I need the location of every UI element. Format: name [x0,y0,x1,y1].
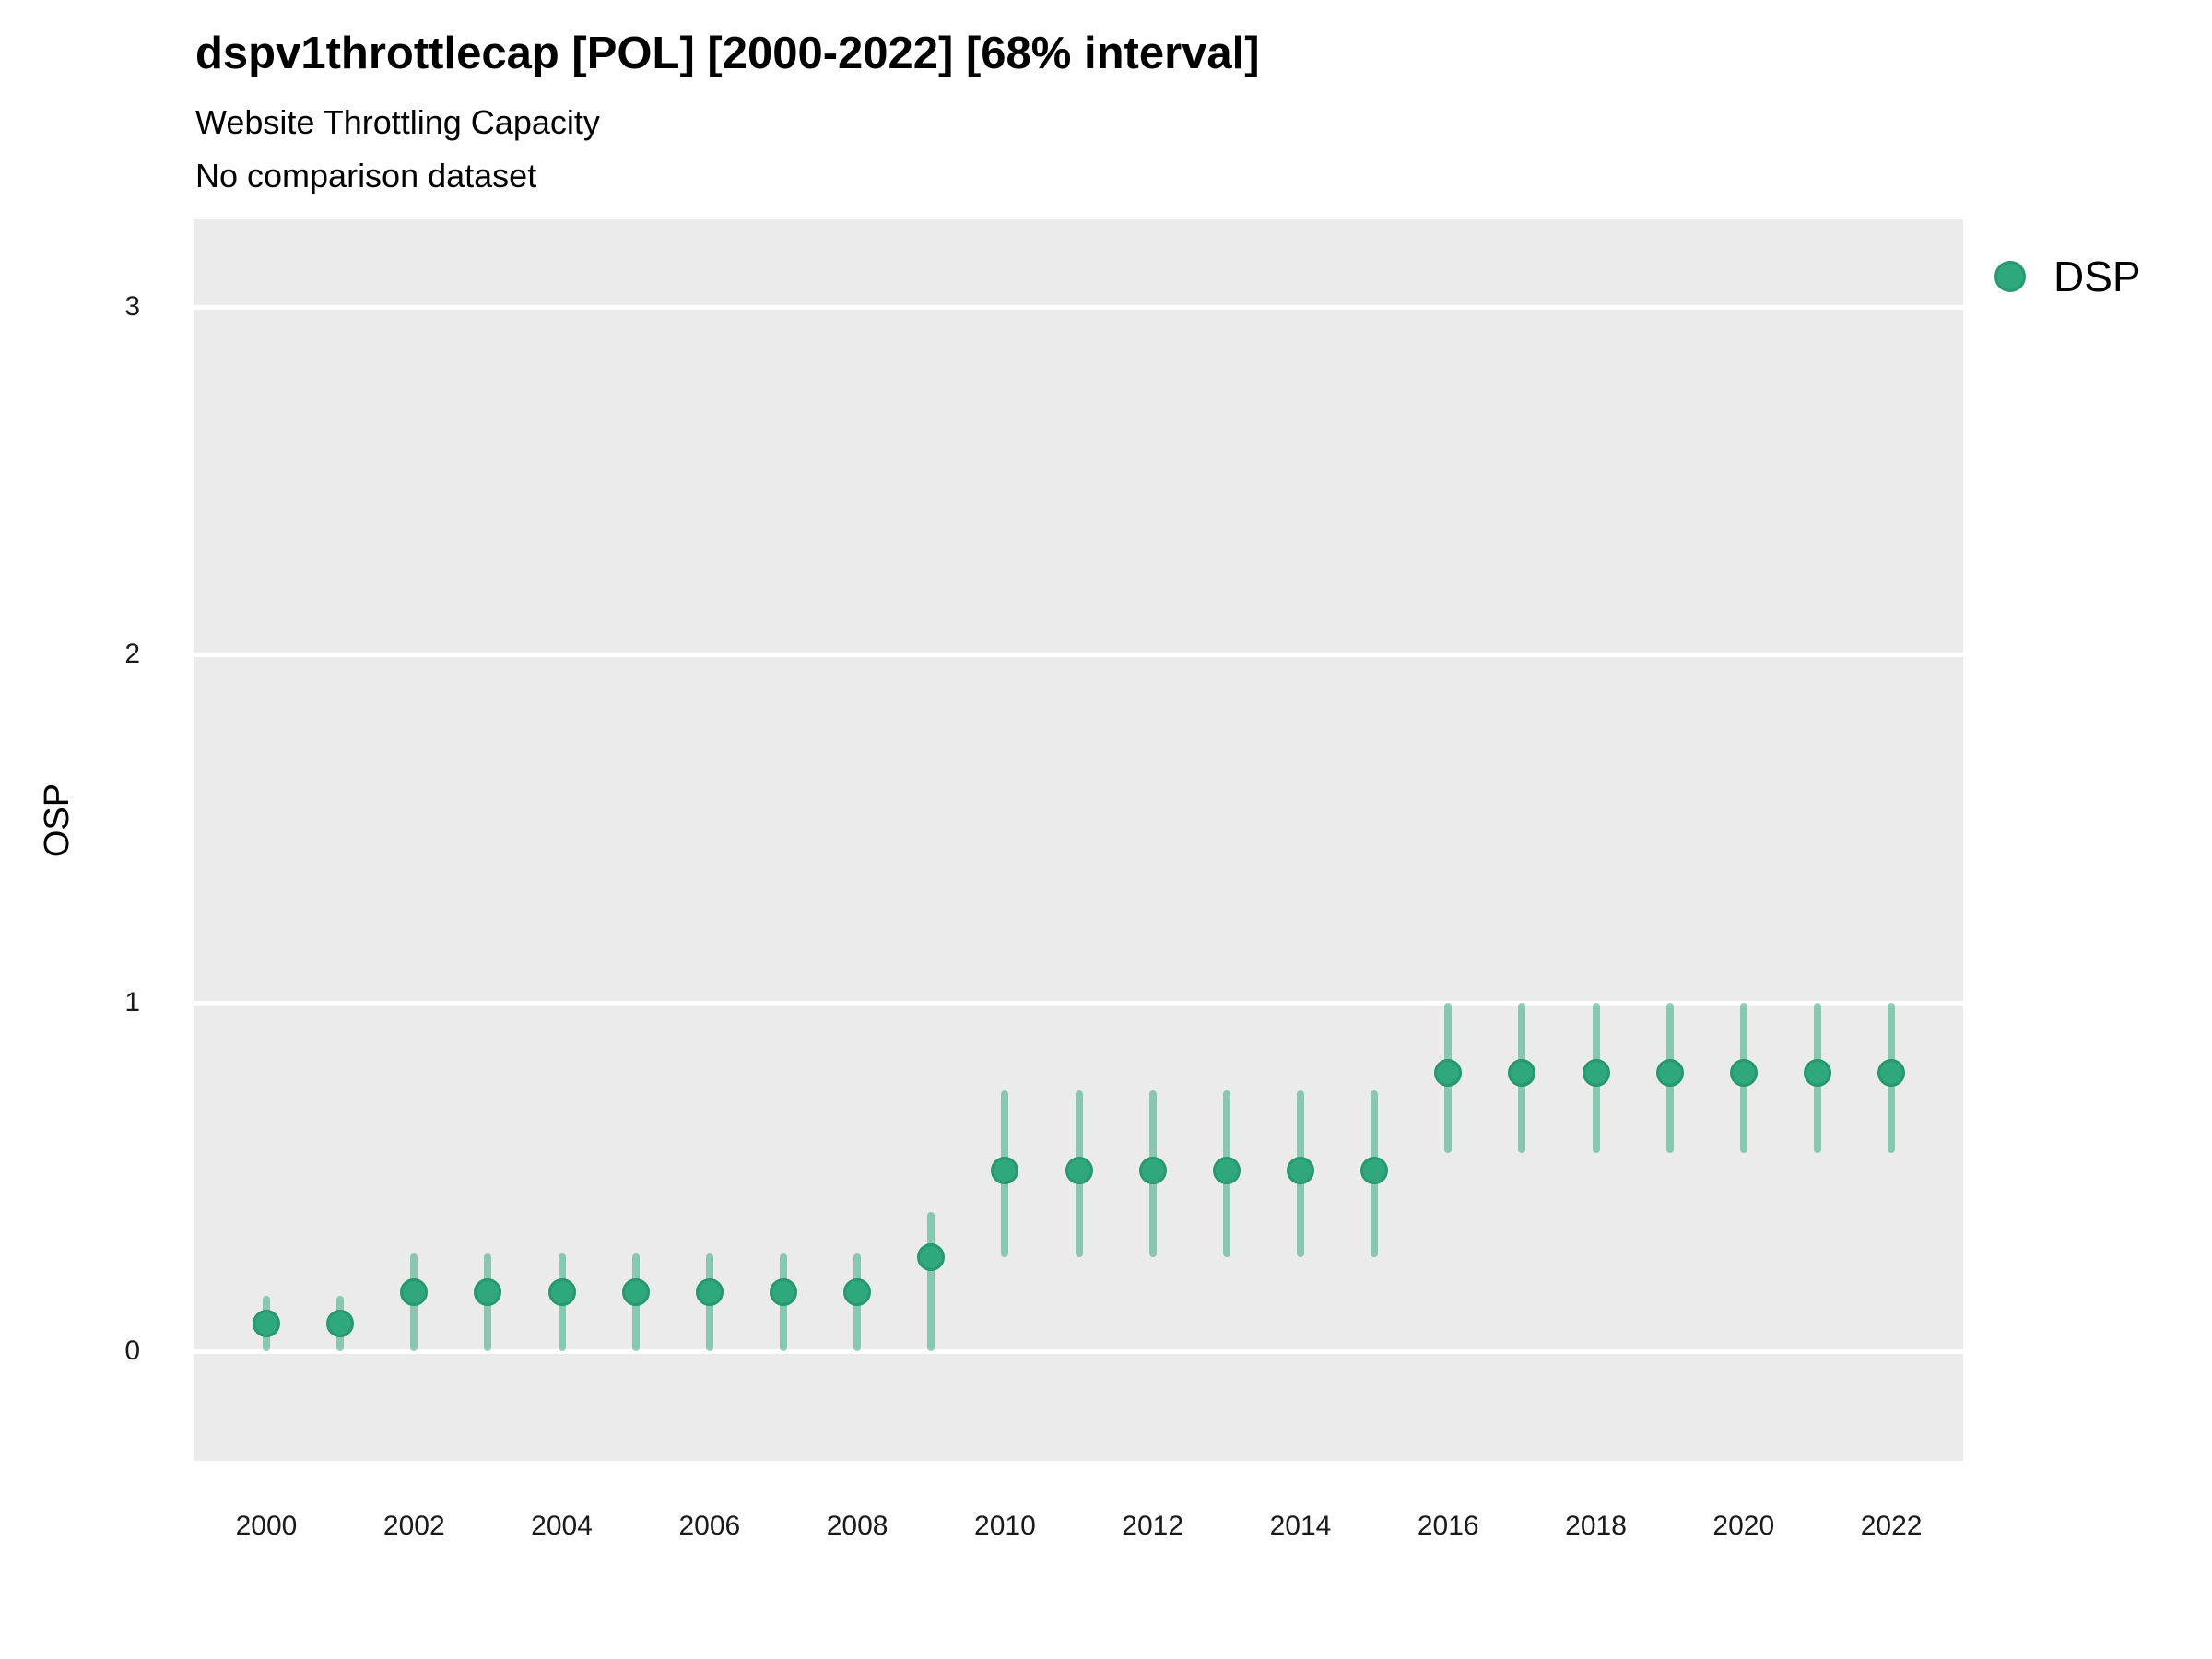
x-tick-label-2000: 2000 [235,1511,298,1541]
gridline-y-2 [194,653,1963,658]
data-point-2016 [1434,1058,1463,1087]
gridline-y-0 [194,1349,1963,1354]
chart-subtitle: Website Throttling Capacity [195,103,600,141]
data-point-2015 [1360,1156,1389,1184]
gridline-y-1 [194,1001,1963,1006]
data-point-2011 [1065,1156,1093,1184]
data-point-2002 [400,1277,429,1306]
data-point-2019 [1655,1058,1684,1087]
plot-panel [194,219,1963,1461]
data-point-2006 [695,1277,724,1306]
y-tick-label-3: 3 [124,290,140,322]
x-tick-label-2004: 2004 [531,1511,593,1541]
data-point-2020 [1729,1058,1758,1087]
x-tick-label-2002: 2002 [382,1511,445,1541]
x-tick-label-2020: 2020 [1712,1511,1775,1541]
x-tick-label-2022: 2022 [1860,1511,1923,1541]
data-point-2009 [917,1242,946,1271]
data-point-2013 [1212,1156,1241,1184]
gridline-y-3 [194,304,1963,310]
x-tick-label-2018: 2018 [1565,1511,1627,1541]
data-point-2017 [1508,1058,1536,1087]
y-axis-title: OSP [38,782,76,858]
legend: DSP [1982,249,2212,304]
interval-bar-2009 [927,1211,935,1351]
x-tick-label-2006: 2006 [678,1511,741,1541]
x-tick-label-2008: 2008 [826,1511,888,1541]
y-tick-label-0: 0 [124,1335,140,1366]
x-tick-label-2010: 2010 [974,1511,1036,1541]
data-point-2003 [474,1277,502,1306]
chart-note: No comparison dataset [195,157,537,194]
y-tick-label-2: 2 [124,639,140,670]
data-point-2012 [1138,1156,1167,1184]
data-point-2000 [253,1309,280,1337]
legend-series-label: DSP [2053,253,2141,300]
data-point-2022 [1877,1058,1906,1087]
data-point-2018 [1582,1058,1610,1087]
data-point-2007 [769,1277,797,1306]
data-point-2004 [547,1277,576,1306]
data-point-2008 [843,1277,872,1306]
x-tick-label-2016: 2016 [1417,1511,1479,1541]
y-tick-label-1: 1 [124,987,140,1018]
data-point-2021 [1803,1058,1831,1087]
legend-point-icon [1994,261,2026,292]
data-point-2014 [1286,1156,1314,1184]
chart-title: dspv1throttlecap [POL] [2000-2022] [68% … [195,29,1260,78]
data-point-2001 [326,1309,355,1337]
x-tick-label-2012: 2012 [1122,1511,1184,1541]
data-point-2005 [621,1277,650,1306]
x-tick-label-2014: 2014 [1269,1511,1332,1541]
data-point-2010 [991,1156,1019,1184]
